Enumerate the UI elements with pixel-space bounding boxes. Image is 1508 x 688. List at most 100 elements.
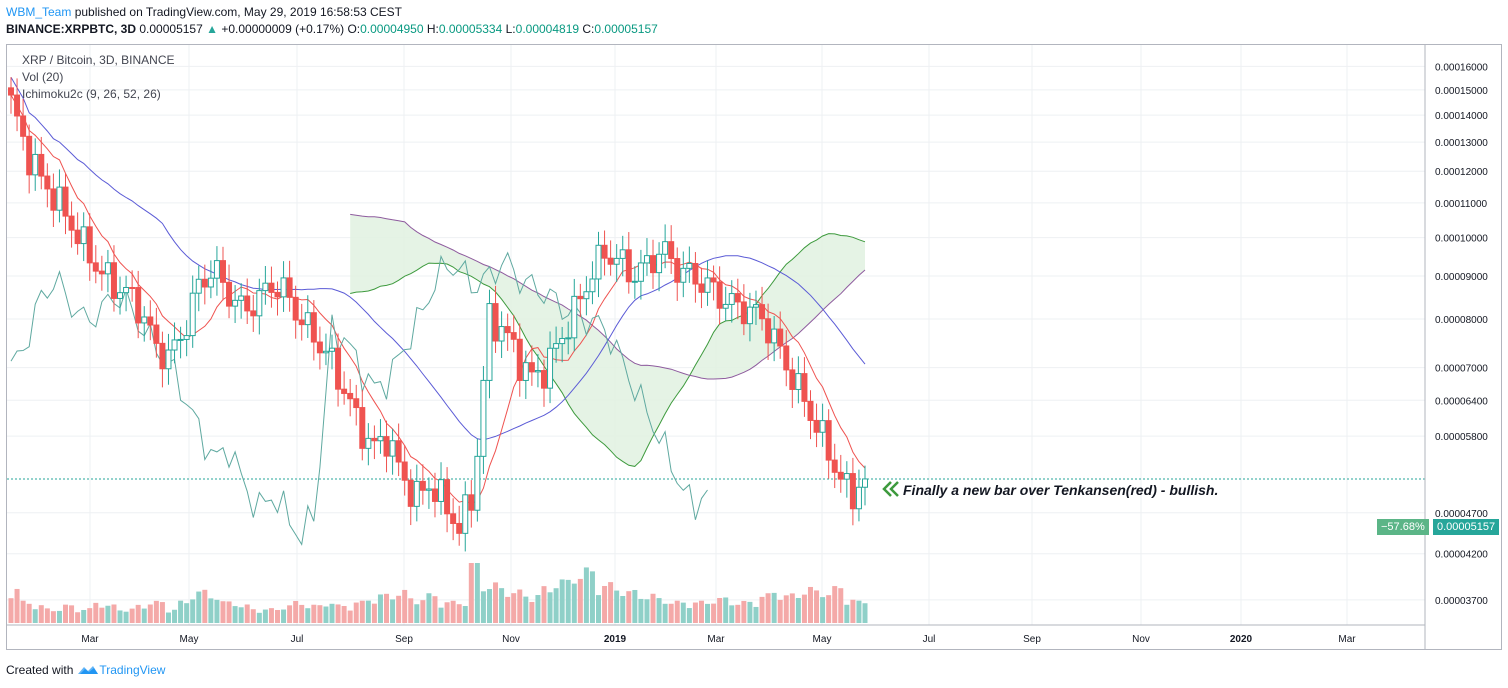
candle-body: [431, 488, 438, 502]
price-tick-label: 0.00014000: [1435, 111, 1488, 122]
volume-bar: [384, 593, 390, 623]
candle-body: [734, 293, 741, 303]
candle-body: [189, 292, 196, 337]
volume-bar: [299, 604, 305, 623]
candle-body: [395, 440, 402, 463]
candle-body: [837, 471, 844, 480]
volume-bar: [256, 612, 262, 623]
volume-bar: [462, 606, 468, 623]
price-tick-label: 0.00007000: [1435, 364, 1488, 375]
candle-body: [553, 343, 560, 349]
candle-body: [765, 318, 772, 344]
candle-body: [322, 350, 329, 354]
candle-body: [341, 388, 348, 394]
candle-body: [631, 280, 638, 283]
volume-bar: [807, 586, 813, 623]
tradingview-brand: TradingView: [99, 663, 166, 677]
volume-bar: [480, 591, 486, 623]
time-tick-label: May: [180, 634, 199, 645]
candle-body: [589, 278, 596, 293]
volume-bar: [377, 594, 383, 623]
candle-body: [238, 295, 245, 301]
volume-bar: [293, 600, 299, 623]
price-change: +0.00000009 (+0.17%): [221, 22, 345, 36]
candle-body: [516, 338, 523, 381]
candle-body: [383, 436, 390, 457]
volume-bar: [69, 605, 75, 623]
volume-bar: [759, 596, 765, 623]
volume-bar: [135, 604, 141, 623]
volume-bar: [184, 603, 190, 623]
volume-bar: [608, 582, 614, 623]
volume-bar: [214, 599, 220, 623]
volume-bar: [26, 603, 32, 623]
candle-body: [643, 255, 650, 264]
candle-body: [56, 186, 63, 211]
time-tick-label: 2019: [604, 634, 627, 645]
tradingview-logo-icon: [78, 666, 99, 674]
candle-body: [759, 304, 766, 320]
price-tick-label: 0.00004700: [1435, 509, 1488, 520]
candle-body: [862, 478, 868, 488]
time-tick-label: 2020: [1230, 634, 1253, 645]
volume-bar: [105, 605, 111, 623]
time-tick-label: Nov: [1132, 634, 1150, 645]
volume-bar: [547, 592, 553, 623]
volume-bar: [414, 604, 420, 623]
annotation-text: Finally a new bar over Tenkansen(red) - …: [903, 482, 1218, 498]
candle-body: [619, 249, 626, 259]
candle-body: [310, 312, 317, 343]
candle-body: [407, 479, 414, 507]
ohlc-line: BINANCE:XRPBTC, 3D 0.00005157 ▲ +0.00000…: [6, 22, 658, 36]
published-text: published on TradingView.com, May 29, 20…: [74, 5, 403, 19]
volume-bar: [208, 598, 214, 623]
candle-body: [256, 290, 263, 317]
candle-body: [389, 440, 396, 457]
volume-bar: [347, 610, 353, 623]
candle-body: [746, 306, 753, 325]
candle-body: [849, 473, 856, 510]
price-tick-label: 0.00009000: [1435, 272, 1488, 283]
candle-body: [534, 370, 541, 373]
time-tick-label: Mar: [81, 634, 99, 645]
volume-bar: [486, 589, 492, 623]
volume-bar: [323, 606, 329, 623]
volume-bar: [305, 608, 311, 623]
candle-body: [20, 115, 27, 137]
volume-bar: [765, 593, 771, 623]
volume-bar: [402, 589, 408, 623]
author-link[interactable]: WBM_Team: [6, 5, 72, 19]
candle-body: [280, 277, 287, 298]
candle-body: [316, 341, 323, 354]
time-axis: Mar May Jul Sep Nov 2019 Mar May Jul Sep Nov 2020 Ma…: [7, 624, 1425, 645]
volume-bar: [741, 600, 747, 623]
volume-bar: [838, 588, 844, 623]
current-price-tag: 0.00005157: [1433, 519, 1500, 535]
volume-bar: [123, 611, 129, 623]
candle-body: [795, 373, 802, 390]
candle-body: [38, 153, 45, 177]
price-tick-label: 0.00011000: [1435, 199, 1488, 210]
candle-body: [244, 295, 251, 312]
candle-body: [201, 278, 208, 288]
volume-bar: [281, 609, 287, 623]
candle-body: [547, 347, 554, 389]
candle-body: [141, 316, 148, 324]
volume-bar: [711, 603, 717, 623]
price-chart[interactable]: 0.00016000 0.00015000 0.00014000 0.00013000…: [7, 45, 1501, 649]
candle-body: [456, 522, 463, 534]
volume-bar: [232, 606, 238, 623]
candle-body: [74, 229, 81, 245]
c-value: 0.00005157: [594, 22, 658, 36]
volume-bar: [56, 610, 62, 623]
candle-body: [522, 362, 529, 381]
volume-bar: [38, 605, 44, 623]
volume-bar: [795, 597, 801, 623]
chart-frame[interactable]: 0.00016000 0.00015000 0.00014000 0.00013000…: [6, 44, 1502, 650]
candle-body: [26, 135, 33, 176]
volume-bar: [862, 603, 868, 623]
volume-bar: [656, 598, 662, 623]
candle-body: [50, 188, 57, 211]
candle-body: [843, 473, 850, 480]
tradingview-link[interactable]: TradingView: [77, 663, 165, 677]
